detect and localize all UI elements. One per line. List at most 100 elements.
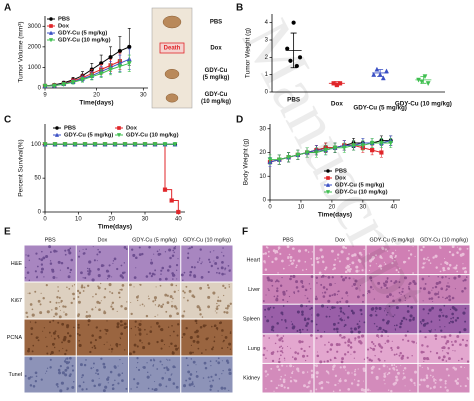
y-tick-label: 3000 [28, 24, 42, 30]
x-tick-label: GDY-Cu (5 mg/kg) [353, 105, 407, 112]
marker [369, 140, 375, 146]
x-tick-label: Dox [331, 101, 343, 108]
y-axis-label: Tumor Volume (mm³) [18, 21, 25, 82]
marker [304, 150, 310, 156]
marker [422, 74, 428, 80]
marker [351, 143, 356, 149]
marker [117, 64, 123, 70]
micrograph-texture [315, 334, 366, 364]
marker [286, 155, 291, 160]
y-tick-label: 10 [259, 174, 266, 180]
y-tick-label: 20 [259, 150, 266, 156]
x-tick-label: 20 [329, 205, 336, 211]
x-tick-label: 9 [43, 93, 47, 99]
column-header: Dox [335, 237, 345, 243]
y-tick-label: 0 [38, 210, 42, 216]
marker [374, 66, 380, 72]
marker [295, 152, 301, 158]
tumor [165, 93, 179, 103]
marker [89, 74, 95, 80]
micrograph [181, 319, 233, 356]
marker [325, 190, 331, 195]
y-tick-label: 100 [31, 142, 42, 148]
column-header: GDY-Cu (5 mg/kg) [132, 237, 177, 243]
column-header: PBS [282, 237, 293, 243]
micrograph [129, 319, 181, 356]
panel-label: F [242, 227, 248, 238]
column-header: GDY-Cu (5 mg/kg) [369, 237, 414, 243]
tumor [162, 15, 182, 29]
tumor [164, 68, 180, 80]
marker [92, 142, 98, 148]
marker [54, 132, 60, 137]
micrograph-texture [78, 357, 128, 393]
row-label: Liver [248, 287, 260, 293]
panel-label: A [4, 3, 11, 14]
row-label: Kidney [243, 376, 260, 382]
micrograph [181, 356, 233, 393]
micrograph-texture [76, 282, 128, 318]
marker [379, 140, 384, 146]
legend-label: PBS [335, 169, 347, 175]
micrograph [366, 304, 418, 334]
marker [267, 157, 273, 163]
marker [323, 148, 329, 153]
micrograph-texture [181, 284, 232, 318]
micrograph-texture [77, 246, 128, 282]
micrograph [129, 245, 181, 282]
marker [370, 148, 375, 153]
marker [169, 198, 174, 203]
legend-label: PBS [64, 126, 76, 132]
marker [49, 24, 53, 28]
marker [294, 63, 299, 69]
y-axis-label: Body Weight (g) [243, 139, 250, 185]
marker [326, 169, 330, 173]
micrograph-texture [366, 334, 418, 362]
legend-label: GDY-Cu (10 mg/kg) [335, 190, 388, 196]
y-tick-label: 2 [265, 55, 269, 61]
marker [384, 68, 389, 74]
y-tick-label: 1 [265, 72, 269, 78]
panel-label: C [4, 115, 11, 126]
y-tick-label: 30 [259, 126, 266, 132]
y-tick-label: 1000 [28, 65, 42, 71]
micrograph-texture [315, 304, 366, 334]
tumor-label: GDY-Cu [205, 92, 228, 98]
x-tick-label: 20 [108, 217, 115, 223]
micrograph [76, 319, 128, 356]
marker [297, 55, 303, 60]
micrograph-texture [130, 245, 179, 281]
column-header: PBS [45, 237, 56, 243]
row-label: Tunel [8, 372, 22, 378]
marker [291, 20, 296, 25]
marker [116, 133, 122, 138]
marker [419, 79, 425, 85]
marker [276, 157, 282, 163]
row-label: Spleen [243, 316, 260, 322]
marker [337, 81, 343, 86]
marker [377, 71, 383, 77]
marker [332, 145, 338, 151]
tumor-label: Dox [210, 46, 222, 52]
x-tick-label: 40 [175, 217, 182, 223]
error-bar [290, 32, 297, 69]
micrograph-texture [366, 364, 418, 393]
series-line [44, 46, 130, 87]
panel-label: D [236, 115, 243, 126]
marker [98, 71, 104, 77]
micrograph-texture [183, 357, 232, 392]
marker [172, 142, 178, 148]
marker [325, 182, 331, 187]
micrograph-texture [24, 245, 74, 282]
row-label: PCNA [7, 335, 23, 341]
row-label: Heart [247, 257, 261, 263]
marker [112, 142, 118, 148]
tumor-label: GDY-Cu [205, 68, 228, 74]
y-axis-label: Percent Survival(%) [18, 139, 25, 196]
panel-label: B [236, 3, 243, 14]
series-line [44, 62, 130, 87]
legend-label: GDY-Cu (5 mg/kg) [64, 133, 113, 139]
micrograph-texture [25, 283, 76, 319]
legend-label: Dox [58, 24, 70, 30]
